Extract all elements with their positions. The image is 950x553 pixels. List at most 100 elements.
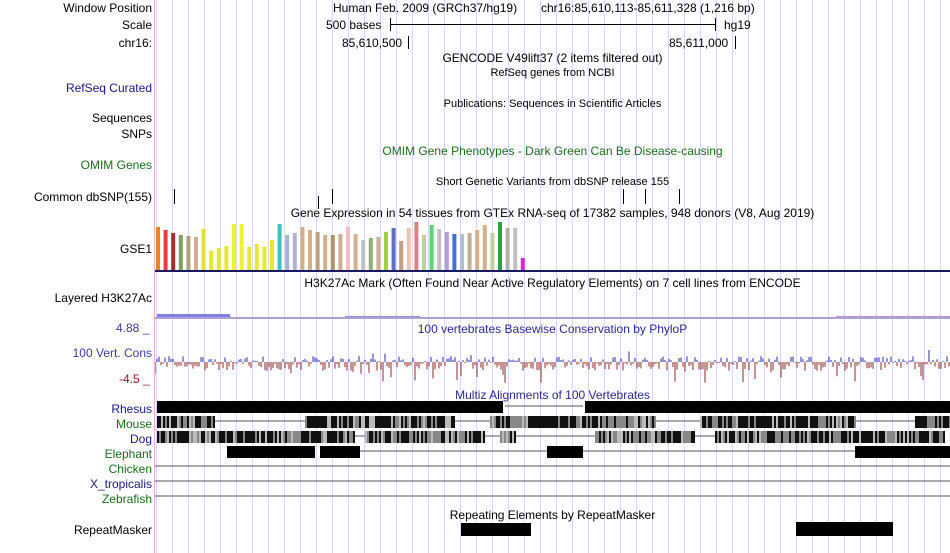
gtex-tissue-bar[interactable] — [330, 235, 335, 270]
gtex-bar-chart[interactable] — [155, 220, 535, 272]
alignment-base — [796, 416, 798, 428]
gtex-tissue-bar[interactable] — [406, 228, 411, 270]
gencode-track-title[interactable]: GENCODE V49lift37 (2 items filtered out) — [442, 51, 663, 65]
gtex-tissue-bar[interactable] — [475, 230, 480, 270]
gtex-tissue-bar[interactable] — [178, 235, 183, 270]
species-label-mouse[interactable]: Mouse — [115, 417, 152, 431]
alignment-base — [383, 416, 385, 428]
gtex-tissue-bar[interactable] — [346, 227, 350, 270]
species-label-elephant[interactable]: Elephant — [104, 447, 152, 461]
conservation-wiggle[interactable] — [155, 340, 950, 386]
gtex-tissue-bar[interactable] — [262, 247, 267, 270]
gtex-tissue-bar[interactable] — [163, 230, 168, 270]
repeat-element[interactable] — [461, 523, 531, 536]
species-label-dog[interactable]: Dog — [129, 432, 152, 446]
gtex-tissue-bar[interactable] — [254, 244, 259, 270]
snp-mark[interactable] — [174, 189, 175, 204]
alignment-base — [679, 431, 681, 443]
gtex-tissue-bar[interactable] — [285, 235, 290, 270]
grid-line — [732, 0, 733, 553]
gtex-tissue-bar[interactable] — [437, 229, 442, 270]
species-label-x-tropicalis[interactable]: X_tropicalis — [89, 477, 152, 491]
gtex-tissue-bar[interactable] — [490, 233, 495, 270]
gtex-tissue-bar[interactable] — [384, 232, 388, 270]
gtex-tissue-bar[interactable] — [224, 246, 229, 270]
gtex-tissue-bar[interactable] — [429, 225, 434, 270]
multiz-alignment-blocks[interactable] — [155, 401, 950, 506]
gtex-tissue-bar[interactable] — [391, 228, 396, 270]
gtex-tissue-bar[interactable] — [513, 228, 518, 270]
gtex-tissue-bar[interactable] — [308, 230, 312, 270]
alignment-block[interactable] — [157, 401, 503, 413]
alignment-block[interactable] — [320, 446, 360, 458]
gtex-tissue-bar[interactable] — [194, 237, 198, 270]
alignment-base — [838, 416, 840, 428]
assembly-title[interactable]: Human Feb. 2009 (GRCh37/hg19) — [333, 1, 518, 15]
sequences-track-label[interactable]: Sequences — [91, 111, 152, 125]
gtex-tissue-bar[interactable] — [277, 224, 282, 270]
gtex-tissue-bar[interactable] — [300, 227, 305, 270]
gtex-tissue-bar[interactable] — [156, 227, 160, 270]
refseq-track-label[interactable]: RefSeq Curated — [65, 81, 152, 95]
gtex-tissue-bar[interactable] — [422, 235, 426, 270]
gtex-tissue-bar[interactable] — [361, 240, 366, 270]
gtex-tissue-bar[interactable] — [520, 258, 525, 270]
gtex-tissue-bar[interactable] — [247, 247, 252, 270]
alignment-base — [853, 431, 855, 443]
gtex-tissue-bar[interactable] — [338, 234, 343, 270]
snp-mark[interactable] — [318, 196, 319, 209]
alignment-base — [429, 416, 431, 428]
alignment-base — [203, 431, 205, 443]
alignment-base — [211, 416, 213, 428]
gtex-tissue-bar[interactable] — [482, 225, 487, 270]
gtex-tissue-bar[interactable] — [209, 251, 214, 270]
alignment-block[interactable] — [547, 446, 583, 458]
snp-mark[interactable] — [679, 189, 680, 204]
snp-mark[interactable] — [623, 189, 624, 204]
gtex-tissue-bar[interactable] — [323, 235, 328, 270]
gtex-tissue-bar[interactable] — [270, 240, 274, 270]
alignment-block[interactable] — [227, 446, 315, 458]
snp-mark[interactable] — [645, 189, 646, 204]
gtex-tissue-bar[interactable] — [201, 229, 206, 270]
gtex-tissue-bar[interactable] — [186, 236, 191, 270]
gtex-tissue-bar[interactable] — [414, 222, 419, 270]
gtex-tissue-bar[interactable] — [444, 232, 449, 270]
species-label-zebrafish[interactable]: Zebrafish — [101, 492, 152, 506]
cons-track-label[interactable]: 100 Vert. Cons — [72, 346, 152, 360]
dbsnp-track-label[interactable]: Common dbSNP(155) — [33, 190, 152, 204]
gtex-tissue-bar[interactable] — [315, 232, 320, 270]
snps-track-label[interactable]: SNPs — [121, 127, 152, 141]
alignment-base — [728, 416, 730, 428]
species-label-rhesus[interactable]: Rhesus — [111, 402, 152, 416]
omim-track-label[interactable]: OMIM Genes — [80, 158, 152, 172]
alignment-base — [437, 431, 439, 443]
gtex-tissue-bar[interactable] — [368, 238, 373, 270]
gtex-tissue-bar[interactable] — [399, 241, 404, 270]
gtex-tissue-bar[interactable] — [505, 228, 510, 270]
gtex-tissue-bar[interactable] — [232, 224, 236, 270]
gtex-tissue-bar[interactable] — [239, 224, 244, 270]
gtex-tissue-bar[interactable] — [452, 234, 457, 270]
alignment-block[interactable] — [585, 401, 950, 413]
gtex-tissue-bar[interactable] — [216, 248, 221, 270]
gtex-tissue-bar[interactable] — [498, 222, 502, 270]
alignment-block[interactable] — [855, 446, 950, 458]
h3k27ac-track-label[interactable]: Layered H3K27Ac — [54, 291, 152, 305]
gtex-tissue-bar[interactable] — [171, 233, 176, 270]
snp-mark[interactable] — [332, 189, 333, 204]
gtex-tissue-bar[interactable] — [353, 234, 358, 270]
grid-line — [156, 0, 157, 553]
cons-min-label: -4.5 _ — [119, 372, 150, 386]
alignment-base — [733, 431, 735, 443]
repeat-track-label[interactable]: RepeatMasker — [73, 523, 152, 537]
position-range[interactable]: chr16:85,610,113-85,611,328 (1,216 bp) — [541, 1, 755, 15]
gtex-tissue-bar[interactable] — [467, 233, 472, 270]
repeat-element[interactable] — [796, 522, 893, 536]
gtex-tissue-bar[interactable] — [292, 233, 297, 270]
gtex-tissue-bar[interactable] — [460, 234, 464, 270]
gse-track-label[interactable]: GSE1 — [119, 242, 152, 256]
species-label-chicken[interactable]: Chicken — [108, 462, 152, 476]
gtex-tissue-bar[interactable] — [376, 237, 381, 270]
